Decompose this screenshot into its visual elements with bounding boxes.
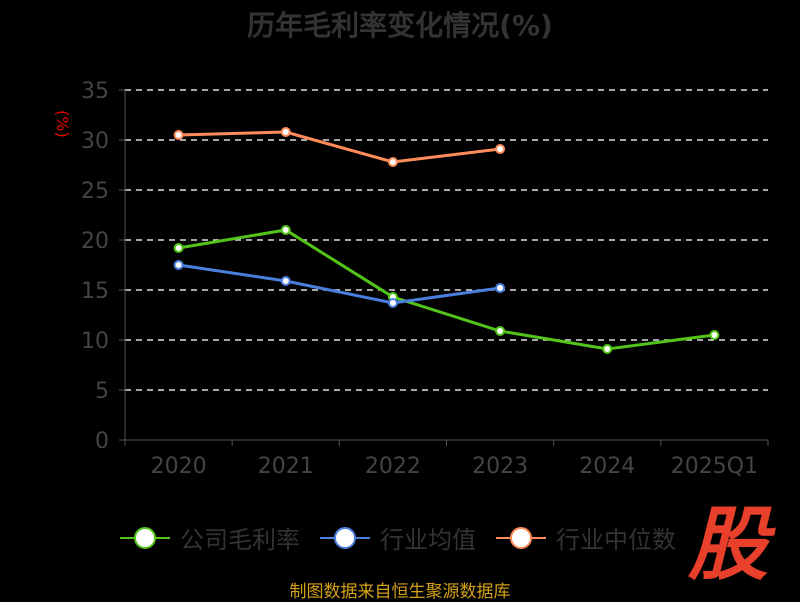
x-tick-label: 2023 [472,454,528,479]
legend-item[interactable]: 公司毛利率 [120,520,300,555]
y-tick-label: 15 [81,279,109,304]
legend: 公司毛利率 行业均值 行业中位数 [120,520,676,555]
legend-item[interactable]: 行业中位数 [496,520,676,555]
series-line [178,228,715,351]
data-point [280,276,291,286]
legend-label: 行业中位数 [556,526,676,554]
data-point [495,283,506,293]
x-tick-label: 2020 [151,454,207,479]
y-tick-label: 10 [81,329,109,354]
x-tick-label: 2021 [258,454,314,479]
data-point [280,225,291,235]
data-point [173,260,184,270]
data-point [173,130,184,140]
legend-item[interactable]: 行业均值 [320,520,476,555]
data-point [173,243,184,253]
x-tick-label: 2025Q1 [671,454,758,479]
y-tick-label: 25 [81,179,109,204]
logo: 股 [688,498,768,591]
y-tick-label: 20 [81,229,109,254]
data-point [387,157,398,167]
y-tick-label: 30 [81,129,109,154]
legend-marker-icon [120,526,170,549]
series-line [178,263,501,305]
legend-label: 行业均值 [380,526,476,554]
x-tick-label: 2022 [365,454,421,479]
legend-label: 公司毛利率 [180,526,300,554]
data-source-note: 制图数据来自恒生聚源数据库 [289,582,511,602]
y-tick-label: 5 [95,379,109,404]
data-point [495,326,506,336]
data-point [495,144,506,154]
data-point [602,344,613,354]
data-point [387,298,398,308]
data-point [280,127,291,137]
chart-title: 历年毛利率变化情况(%) [247,9,553,42]
legend-marker-icon [496,526,546,549]
y-tick-label: 0 [95,429,109,454]
legend-marker-icon [320,526,370,549]
x-tick-label: 2024 [579,454,635,479]
data-point [709,330,720,340]
series-line [178,130,501,164]
y-tick-label: 35 [81,79,109,104]
